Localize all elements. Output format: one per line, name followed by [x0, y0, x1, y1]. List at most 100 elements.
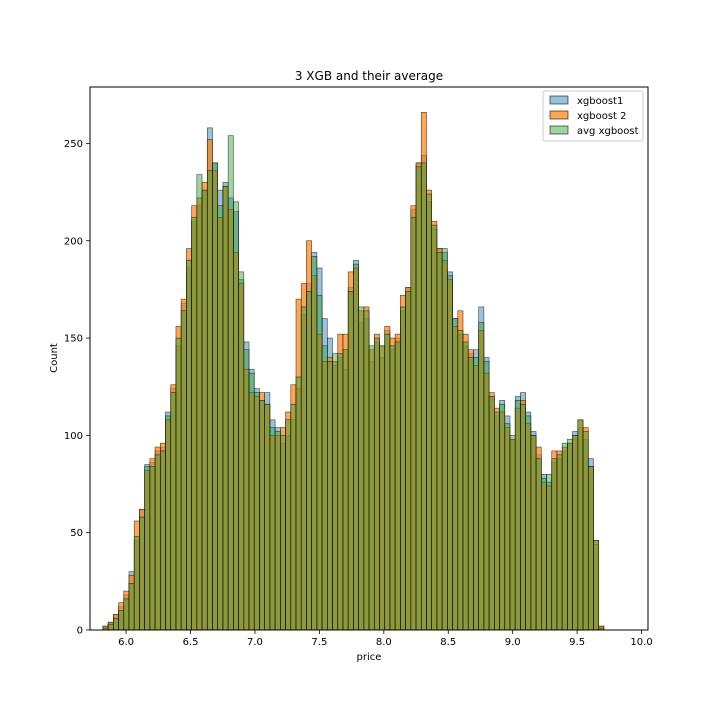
- bar-avg-xgboost-87: [556, 454, 563, 631]
- bar-avg-xgboost-19: [201, 189, 208, 631]
- x-tick-label: 9.0: [505, 637, 521, 648]
- bar-avg-xgboost-30: [259, 400, 265, 631]
- bar-avg-xgboost-78: [509, 435, 516, 631]
- bar-avg-xgboost-8: [144, 466, 151, 631]
- bar-avg-xgboost-76: [499, 403, 506, 631]
- bar-avg-xgboost-47: [347, 291, 354, 631]
- bar-avg-xgboost-68: [457, 329, 464, 631]
- bar-avg-xgboost-59: [410, 217, 417, 631]
- bar-avg-xgboost-51: [368, 345, 375, 631]
- bar-avg-xgboost-85: [546, 474, 553, 631]
- bar-avg-xgboost-92: [582, 431, 589, 631]
- legend: xgboost1 xgboost 2 avg xgboost: [542, 90, 644, 142]
- bar-avg-xgboost-75: [494, 411, 500, 631]
- bar-avg-xgboost-84: [540, 477, 547, 631]
- bar-avg-xgboost-57: [400, 306, 406, 631]
- bar-avg-xgboost-89: [567, 438, 573, 631]
- x-tick-label: 10.0: [630, 637, 652, 648]
- bar-avg-xgboost-71: [473, 357, 479, 631]
- bar-avg-xgboost-88: [561, 442, 568, 631]
- bar-avg-xgboost-43: [327, 361, 333, 631]
- y-tick-label: 200: [64, 236, 83, 247]
- x-tick-label: 6.5: [183, 637, 199, 648]
- y-axis-label: Count: [49, 343, 60, 373]
- bar-avg-xgboost-22: [217, 205, 224, 631]
- bar-avg-xgboost-28: [248, 372, 255, 631]
- legend-label-xgboost1: xgboost1: [577, 96, 623, 107]
- bar-avg-xgboost-42: [321, 345, 328, 631]
- bar-avg-xgboost-69: [462, 341, 469, 631]
- bar-avg-xgboost-77: [504, 423, 511, 631]
- bar-avg-xgboost-3: [118, 610, 125, 631]
- x-tick-label: 8.0: [376, 637, 392, 648]
- bar-avg-xgboost-41: [316, 294, 323, 631]
- bar-avg-xgboost-50: [363, 310, 370, 631]
- bar-avg-xgboost-81: [525, 415, 532, 631]
- bar-avg-xgboost-53: [379, 345, 386, 631]
- bar-avg-xgboost-40: [311, 256, 318, 631]
- legend-label-xgboost2: xgboost 2: [577, 111, 627, 122]
- bar-avg-xgboost-29: [253, 392, 260, 631]
- bar-avg-xgboost-67: [452, 318, 459, 631]
- bar-avg-xgboost-44: [332, 353, 339, 631]
- x-tick-label: 6.0: [118, 637, 134, 648]
- bar-avg-xgboost-15: [180, 310, 187, 631]
- bar-avg-xgboost-52: [373, 337, 380, 631]
- bar-avg-xgboost-7: [139, 516, 145, 631]
- bar-avg-xgboost-37: [295, 376, 302, 631]
- bar-avg-xgboost-16: [186, 259, 192, 631]
- bar-avg-xgboost-64: [436, 252, 443, 631]
- bar-avg-xgboost-66: [447, 275, 453, 631]
- bar-avg-xgboost-83: [535, 458, 542, 631]
- x-tick-label: 7.5: [311, 637, 327, 648]
- bar-avg-xgboost-32: [269, 427, 276, 631]
- bar-avg-xgboost-93: [587, 466, 594, 631]
- bar-avg-xgboost-62: [426, 193, 432, 631]
- bar-avg-xgboost-94: [593, 540, 600, 631]
- bar-avg-xgboost-2: [113, 618, 119, 631]
- bar-avg-xgboost-5: [128, 582, 135, 631]
- bar-avg-xgboost-45: [337, 353, 344, 631]
- bar-avg-xgboost-6: [133, 536, 140, 631]
- x-axis: 6.0 6.5 7.0 7.5 8.0 8.5 9.0 9.5 10.0: [118, 630, 653, 648]
- bar-avg-xgboost-33: [274, 431, 281, 631]
- bar-avg-xgboost-35: [285, 419, 292, 631]
- plot-frame: [89, 86, 649, 631]
- bar-avg-xgboost-10: [154, 454, 161, 631]
- bar-avg-xgboost-24: [227, 135, 234, 631]
- bar-avg-xgboost-73: [483, 361, 490, 631]
- bar-avg-xgboost-55: [389, 345, 396, 631]
- bar-avg-xgboost-91: [577, 419, 584, 631]
- bar-avg-xgboost-27: [243, 349, 250, 631]
- series-avg-xgboost: [102, 135, 605, 631]
- bar-avg-xgboost-25: [233, 201, 239, 631]
- bar-avg-xgboost-1: [107, 623, 114, 631]
- bar-avg-xgboost-90: [572, 435, 579, 631]
- y-axis: 0 50 100 150 200 250: [64, 139, 90, 637]
- bar-avg-xgboost-46: [342, 349, 349, 631]
- bar-avg-xgboost-80: [520, 403, 526, 631]
- bar-avg-xgboost-14: [175, 337, 182, 631]
- x-tick-label: 8.5: [440, 637, 456, 648]
- y-tick-label: 250: [64, 139, 83, 150]
- bar-avg-xgboost-65: [441, 248, 448, 631]
- chart-title: 3 XGB and their average: [295, 69, 443, 83]
- y-tick-label: 100: [64, 431, 83, 442]
- bar-avg-xgboost-4: [123, 598, 130, 631]
- x-tick-label: 7.0: [247, 637, 263, 648]
- legend-label-avg-xgboost: avg xgboost: [577, 126, 639, 137]
- y-tick-label: 150: [64, 334, 83, 345]
- x-tick-label: 9.5: [569, 637, 585, 648]
- bar-avg-xgboost-23: [222, 185, 229, 631]
- bar-avg-xgboost-38: [300, 306, 307, 631]
- bar-avg-xgboost-17: [191, 217, 198, 631]
- bar-avg-xgboost-49: [358, 306, 365, 631]
- bar-avg-xgboost-54: [384, 333, 391, 631]
- legend-swatch-avg-xgboost: [549, 125, 569, 135]
- bar-avg-xgboost-36: [290, 403, 297, 631]
- bar-avg-xgboost-20: [206, 170, 213, 631]
- bar-avg-xgboost-11: [159, 450, 166, 631]
- bar-avg-xgboost-61: [420, 162, 427, 631]
- legend-swatch-xgboost1: [549, 95, 569, 105]
